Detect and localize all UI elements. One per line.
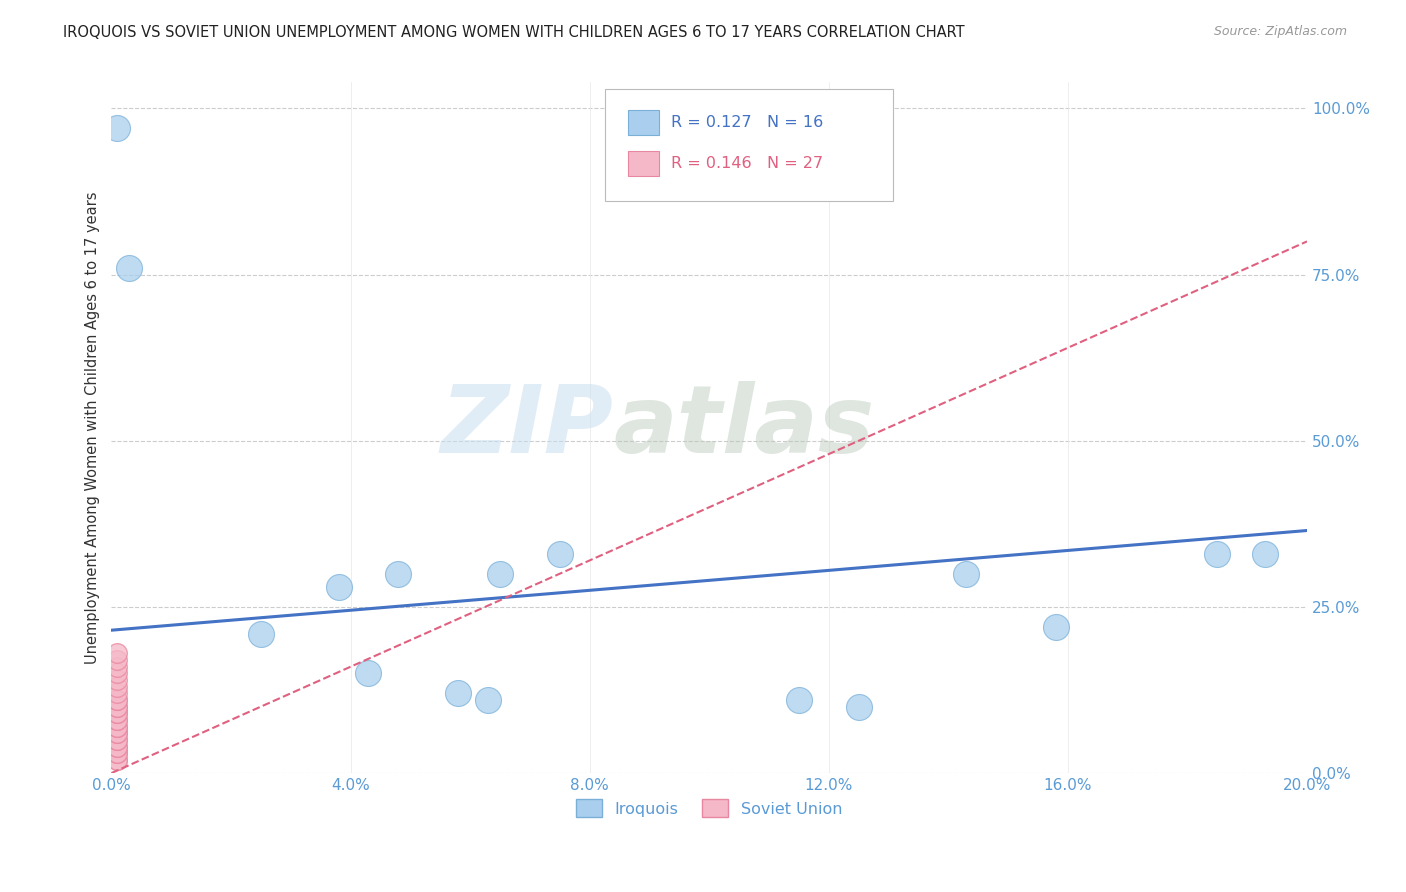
Point: [105, 726, 128, 740]
Point: [105, 673, 128, 687]
Point: [105, 753, 128, 767]
Point: [105, 659, 128, 673]
Point: [105, 680, 128, 694]
Point: [848, 699, 870, 714]
Point: [105, 693, 128, 707]
Point: [548, 547, 571, 561]
Text: R = 0.127   N = 16: R = 0.127 N = 16: [671, 115, 823, 129]
Point: [105, 739, 128, 754]
Point: [105, 713, 128, 727]
Point: [105, 746, 128, 760]
Text: atlas: atlas: [613, 382, 875, 474]
Point: [105, 720, 128, 734]
Point: [105, 732, 128, 747]
Point: [105, 699, 128, 714]
Text: R = 0.146   N = 27: R = 0.146 N = 27: [671, 156, 823, 170]
Point: [250, 626, 273, 640]
Point: [105, 753, 128, 767]
Point: [118, 260, 141, 275]
Legend: Iroquois, Soviet Union: Iroquois, Soviet Union: [569, 793, 849, 824]
Point: [1045, 620, 1067, 634]
Point: [105, 699, 128, 714]
Y-axis label: Unemployment Among Women with Children Ages 6 to 17 years: Unemployment Among Women with Children A…: [86, 191, 100, 664]
Point: [105, 720, 128, 734]
Point: [105, 121, 128, 136]
Point: [1206, 547, 1229, 561]
Point: [105, 739, 128, 754]
Point: [787, 693, 810, 707]
Point: [105, 666, 128, 681]
Point: [955, 566, 977, 581]
Point: [105, 686, 128, 700]
Point: [477, 693, 499, 707]
Text: ZIP: ZIP: [440, 382, 613, 474]
Text: IROQUOIS VS SOVIET UNION UNEMPLOYMENT AMONG WOMEN WITH CHILDREN AGES 6 TO 17 YEA: IROQUOIS VS SOVIET UNION UNEMPLOYMENT AM…: [63, 25, 965, 40]
Point: [105, 732, 128, 747]
Point: [105, 746, 128, 760]
Point: [105, 647, 128, 661]
Point: [387, 566, 409, 581]
Text: Source: ZipAtlas.com: Source: ZipAtlas.com: [1213, 25, 1347, 38]
Point: [105, 726, 128, 740]
Point: [105, 706, 128, 721]
Point: [357, 666, 380, 681]
Point: [105, 693, 128, 707]
Point: [489, 566, 512, 581]
Point: [105, 653, 128, 667]
Point: [447, 686, 470, 700]
Point: [328, 580, 350, 594]
Point: [1254, 547, 1277, 561]
Point: [105, 706, 128, 721]
Point: [105, 713, 128, 727]
